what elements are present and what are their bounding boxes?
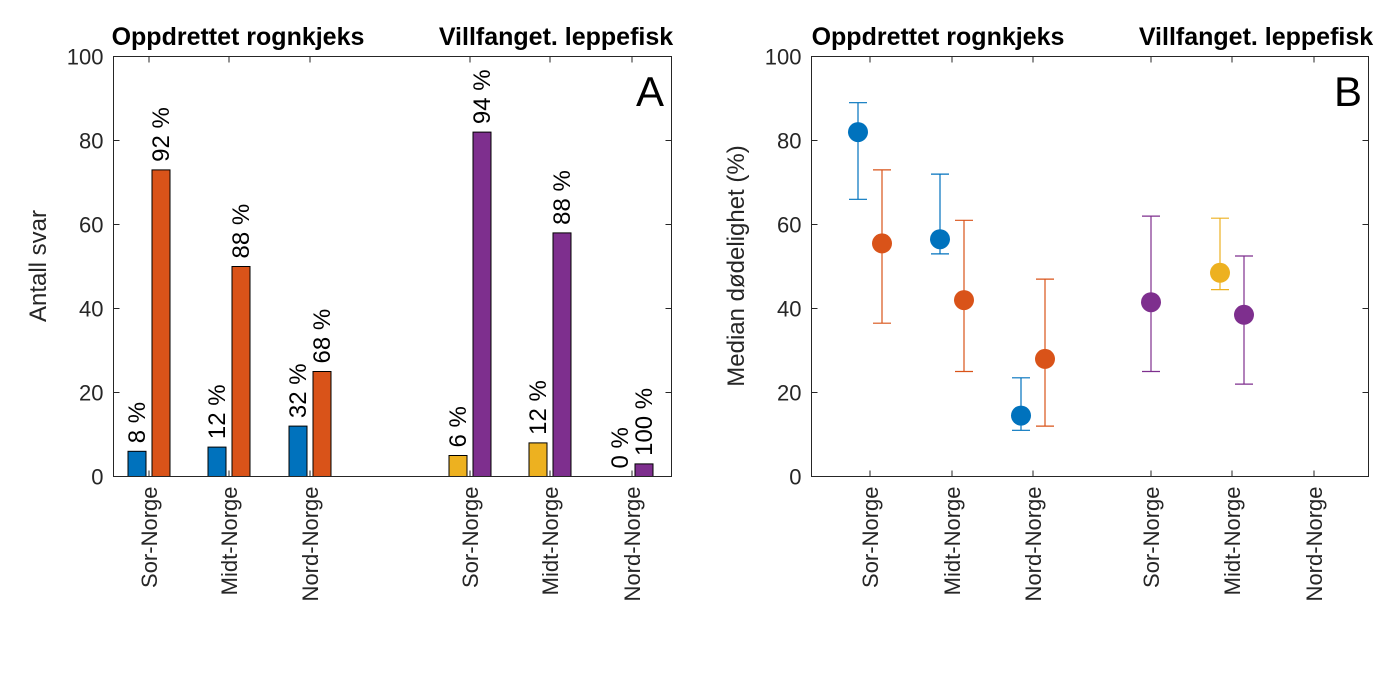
b-category-label: Midt-Norge [1220, 487, 1245, 596]
panel-b-marker [872, 233, 892, 254]
b-ytick-label: 80 [777, 129, 801, 154]
panel-a-bar [552, 232, 572, 477]
panel-a-bar [151, 169, 171, 477]
a-ytick-label: 20 [79, 381, 103, 406]
panel-a-percent-label: 8 % [124, 402, 151, 443]
panel-b-marker [1035, 348, 1055, 369]
panel-b-xticks: Sor-Norge Midt-Norge Nord-Norge Sor-Norge Mi… [858, 56, 1327, 602]
panel-b-marker [1011, 405, 1031, 426]
panel-b-letter: B [1334, 68, 1362, 115]
panel-a-percent-label: 12 % [525, 380, 552, 435]
a-category-label: Sor-Norge [458, 487, 483, 588]
panel-a-percent-label: 32 % [285, 363, 312, 418]
panel-b: 0 20 40 60 80 100 Sor-Norge Midt-Norge Nord-Nor… [723, 23, 1373, 601]
panel-a: 8 % 12 % 32 % 6 % 12 % 0 % 92 % 88 % 68 % 94 % 88 … [25, 23, 673, 601]
b-category-label: Nord-Norge [1302, 487, 1327, 602]
panel-a-percent-label: 12 % [204, 384, 231, 439]
panel-a-percent-label: 92 % [148, 107, 175, 162]
panel-b-ylabel: Median dødelighet (%) [723, 145, 750, 386]
panel-b-marker [1234, 304, 1254, 325]
panel-a-bar [127, 450, 147, 477]
panel-b-marker [848, 122, 868, 143]
panel-a-percent-label: 100 % [631, 388, 658, 456]
b-ytick-label: 0 [789, 465, 801, 490]
b-category-label: Midt-Norge [940, 487, 965, 596]
panel-a-xticks: Sor-Norge Midt-Norge Nord-Norge Sor-Norge Mi… [137, 56, 645, 602]
panel-a-percent-label: 88 % [228, 204, 255, 259]
panel-b-point [1035, 278, 1055, 427]
panel-a-bar [288, 425, 308, 478]
panel-b-point [848, 102, 868, 200]
b-category-label: Sor-Norge [858, 487, 883, 588]
panel-b-point [1011, 377, 1031, 431]
a-category-label: Sor-Norge [137, 487, 162, 588]
panel-a-bar [634, 463, 654, 477]
panel-a-bar [448, 455, 468, 477]
panel-a-bar [231, 266, 251, 477]
panel-b-point [1210, 217, 1230, 291]
b-category-label: Sor-Norge [1139, 487, 1164, 588]
panel-a-ylabel: Antall svar [25, 210, 52, 322]
a-ytick-label: 0 [91, 465, 103, 490]
panel-a-bar [528, 442, 548, 477]
panel-b-marker [930, 229, 950, 250]
a-ytick-label: 60 [79, 213, 103, 238]
panel-b-point [1141, 215, 1161, 373]
panel-a-axes-box [113, 56, 672, 477]
a-category-label: Midt-Norge [217, 487, 242, 596]
panel-a-bar [207, 446, 227, 478]
panel-a-yticks: 0 20 40 60 80 100 [67, 45, 672, 490]
panel-a-group-title-2: Villfanget. leppefisk [439, 23, 673, 51]
panel-b-point [954, 219, 974, 373]
panel-a-bar [472, 131, 492, 477]
a-ytick-label: 100 [67, 45, 104, 70]
b-ytick-label: 40 [777, 297, 801, 322]
b-ytick-label: 20 [777, 381, 801, 406]
panel-b-axes-box [811, 56, 1369, 477]
panel-b-point [1234, 255, 1254, 385]
panel-a-percent-label: 0 % [607, 427, 634, 468]
panel-a-percent-label: 94 % [469, 69, 496, 124]
a-category-label: Midt-Norge [538, 487, 563, 596]
a-category-label: Nord-Norge [620, 487, 645, 602]
panel-b-group-title-1: Oppdrettet rognkjeks [812, 23, 1065, 51]
a-category-label: Nord-Norge [298, 487, 323, 602]
b-category-label: Nord-Norge [1021, 487, 1046, 602]
panel-b-group-title-2: Villfanget. leppefisk [1139, 23, 1373, 51]
panel-b-point [930, 173, 950, 255]
panel-a-percent-label: 88 % [549, 170, 576, 225]
panel-b-marker [954, 290, 974, 311]
panel-a-letter: A [636, 68, 664, 115]
a-ytick-label: 40 [79, 297, 103, 322]
b-ytick-label: 60 [777, 213, 801, 238]
panel-b-marks [848, 102, 1254, 431]
panel-a-percent-label: 6 % [445, 406, 472, 447]
panel-b-marker [1141, 292, 1161, 313]
a-ytick-label: 80 [79, 129, 103, 154]
panel-b-yticks: 0 20 40 60 80 100 [765, 45, 1369, 490]
panel-a-group-title-1: Oppdrettet rognkjeks [112, 23, 365, 51]
b-ytick-label: 100 [765, 45, 802, 70]
panel-a-percent-label: 68 % [309, 309, 336, 364]
panel-a-marks: 8 % 12 % 32 % 6 % 12 % 0 % 92 % 88 % 68 % 94 % 88 … [124, 69, 658, 478]
panel-a-bar [312, 371, 332, 477]
panel-b-point [872, 169, 892, 324]
panel-b-marker [1210, 262, 1230, 283]
